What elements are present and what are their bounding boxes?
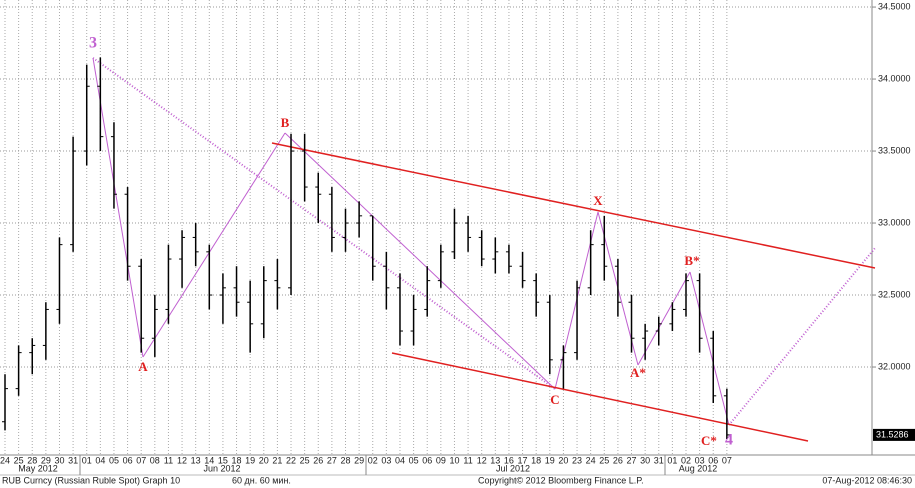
x-tick-label: 25	[300, 455, 310, 465]
x-tick-label: 03	[695, 455, 705, 465]
footer-period: 60 дн. 60 мин.	[232, 475, 291, 485]
x-tick-label: 20	[558, 455, 568, 465]
wave-label: X	[593, 193, 603, 208]
month-label: Jul 2012	[496, 463, 530, 473]
month-label: Aug 2012	[679, 463, 718, 473]
x-tick-label: 12	[177, 455, 187, 465]
x-tick-label: 04	[95, 455, 105, 465]
wave-label: 4	[725, 432, 733, 449]
footer-copyright: Copyright© 2012 Bloomberg Finance L.P.	[478, 475, 644, 485]
x-tick-label: 19	[245, 455, 255, 465]
x-tick-label: 15	[218, 455, 228, 465]
x-tick-label: 05	[409, 455, 419, 465]
x-tick-label: 17	[518, 455, 528, 465]
wave-line	[284, 132, 556, 390]
channel-line	[271, 142, 876, 269]
wave-label: A	[138, 359, 148, 374]
x-tick-label: 23	[572, 455, 582, 465]
x-tick-label: 01	[82, 455, 92, 465]
channel-line	[391, 352, 809, 442]
x-tick-label: 11	[463, 455, 472, 465]
x-tick-label: 01	[667, 455, 677, 465]
x-tick-label: 27	[627, 455, 637, 465]
x-tick-label: 28	[340, 455, 350, 465]
x-tick-label: 29	[354, 455, 364, 465]
x-tick-label: 10	[449, 455, 459, 465]
x-tick-label: 25	[599, 455, 609, 465]
x-tick-label: 06	[123, 455, 133, 465]
x-tick-label: 06	[708, 455, 718, 465]
x-tick-label: 06	[422, 455, 432, 465]
wave-line	[637, 271, 691, 366]
y-tick-label: 34.0000	[878, 73, 911, 83]
x-tick-label: 12	[477, 455, 487, 465]
x-tick-label: 26	[613, 455, 623, 465]
wave-line	[92, 57, 144, 358]
wave-projection	[728, 247, 876, 426]
x-tick-label: 03	[381, 455, 391, 465]
x-tick-label: 21	[272, 455, 282, 465]
x-tick-label: 18	[232, 455, 242, 465]
x-tick-label: 02	[681, 455, 691, 465]
x-tick-label: 07	[722, 455, 732, 465]
x-tick-label: 07	[136, 455, 146, 465]
x-tick-label: 02	[368, 455, 378, 465]
x-tick-label: 08	[150, 455, 160, 465]
wave-label: A*	[630, 365, 646, 380]
x-tick-label: 04	[395, 455, 405, 465]
wave-label: 3	[89, 35, 97, 52]
last-price-label: 31.5286	[876, 429, 909, 439]
x-tick-label: 13	[490, 455, 500, 465]
x-tick-label: 30	[640, 455, 650, 465]
x-tick-label: 22	[286, 455, 296, 465]
x-tick-label: 28	[27, 455, 37, 465]
x-tick-label: 31	[654, 455, 664, 465]
wave-line	[689, 271, 730, 426]
y-tick-label: 33.0000	[878, 217, 911, 227]
wave-line	[142, 132, 286, 358]
wave-label: C	[550, 392, 559, 407]
x-tick-label: 13	[191, 455, 201, 465]
x-tick-label: 24	[0, 455, 10, 465]
x-tick-label: 30	[54, 455, 64, 465]
x-tick-label: 09	[436, 455, 446, 465]
x-tick-label: 24	[586, 455, 596, 465]
y-tick-label: 32.5000	[878, 289, 911, 299]
x-tick-label: 26	[313, 455, 323, 465]
x-tick-label: 27	[327, 455, 337, 465]
x-tick-label: 29	[41, 455, 51, 465]
y-tick-label: 33.5000	[878, 145, 911, 155]
month-label: May 2012	[18, 463, 58, 473]
x-tick-label: 25	[14, 455, 24, 465]
footer-timestamp: 07-Aug-2012 08:46:30	[822, 475, 912, 485]
x-tick-label: 19	[545, 455, 555, 465]
x-tick-label: 11	[164, 455, 173, 465]
x-tick-label: 31	[68, 455, 78, 465]
x-tick-label: 16	[504, 455, 514, 465]
month-label: Jun 2012	[203, 463, 240, 473]
last-price-box	[873, 428, 915, 441]
wave-label: B*	[684, 253, 699, 268]
wave-label: B	[281, 115, 290, 130]
footer-left: RUB Curncy (Russian Ruble Spot) Graph 10	[2, 475, 180, 485]
y-tick-label: 32.0000	[878, 361, 911, 371]
x-tick-label: 05	[109, 455, 119, 465]
x-tick-label: 14	[204, 455, 214, 465]
y-tick-label: 34.5000	[878, 1, 911, 11]
wave-label: C*	[701, 433, 717, 448]
x-tick-label: 18	[531, 455, 541, 465]
x-tick-label: 20	[259, 455, 269, 465]
